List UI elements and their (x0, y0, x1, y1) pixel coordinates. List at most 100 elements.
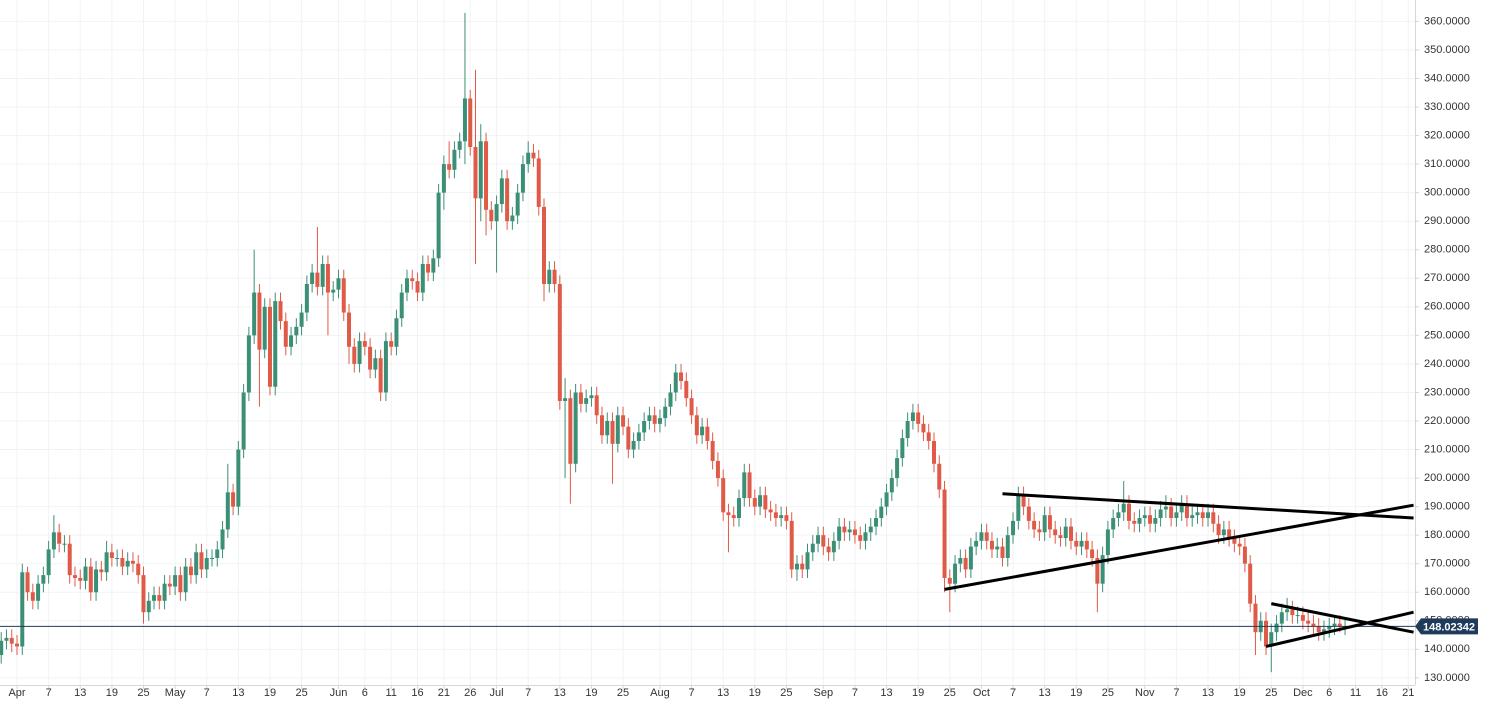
candle-body (383, 341, 388, 393)
candle-body (410, 278, 415, 282)
candle-body (484, 141, 489, 210)
candle-body (526, 152, 531, 165)
candle-body (125, 560, 130, 567)
candle-body (621, 415, 626, 427)
candle-body (1047, 515, 1052, 530)
candle-body (283, 321, 288, 347)
candle-body (1132, 520, 1137, 524)
candle-body (605, 420, 610, 436)
candle-body (953, 563, 958, 584)
candle-body (989, 540, 994, 550)
x-tick-label: 7 (1010, 687, 1016, 699)
candle-body (921, 423, 926, 433)
candle-body (847, 529, 852, 533)
candle-body (141, 575, 146, 613)
candle-body (589, 395, 594, 399)
candle-body (958, 557, 963, 564)
candle-body (1279, 612, 1284, 624)
candle-body (784, 515, 789, 521)
candle-body (62, 543, 67, 545)
candle-body (895, 458, 900, 479)
candle-body (9, 637, 14, 644)
candle-body (478, 141, 483, 199)
candle-body (578, 392, 583, 404)
candle-body (357, 341, 362, 364)
x-tick-label: Sep (814, 687, 834, 699)
candle-body (557, 283, 562, 402)
y-tick-label: 320.0000 (1424, 129, 1470, 141)
candle-body (805, 552, 810, 570)
candle-body (1285, 609, 1290, 613)
candle-body (821, 535, 826, 547)
candle-body (631, 440, 636, 450)
candle-body (78, 577, 83, 581)
candle-body (837, 526, 842, 541)
candle-body (1158, 509, 1163, 519)
candle-body (331, 289, 336, 293)
x-tick-label: 7 (525, 687, 531, 699)
last-price-label: 148.02342 (1423, 621, 1475, 633)
x-tick-label: 7 (204, 687, 210, 699)
candle-body (1216, 523, 1221, 536)
candle-body (183, 566, 188, 593)
candle-body (36, 583, 41, 601)
candle-body (199, 552, 204, 570)
candle-body (452, 149, 457, 170)
candle-body (51, 532, 56, 550)
candle-body (1037, 529, 1042, 533)
candle-body (373, 358, 378, 370)
candle-body (220, 529, 225, 550)
candle-body (679, 372, 684, 382)
candle-body (520, 164, 525, 193)
candle-body (1137, 518, 1142, 524)
x-tick-label: Dec (1293, 687, 1313, 699)
candle-body (810, 543, 815, 553)
candle-body (1295, 615, 1300, 617)
candle-body (315, 272, 320, 287)
candle-body (694, 415, 699, 436)
candle-body (1300, 615, 1305, 621)
candle-body (668, 392, 673, 407)
candle-body (1042, 515, 1047, 533)
candle-body (167, 583, 172, 587)
candle-body (188, 566, 193, 576)
candle-body (657, 418, 662, 424)
x-tick-label: 25 (944, 687, 956, 699)
candle-body (57, 532, 62, 544)
candle-body (152, 595, 157, 601)
y-tick-label: 220.0000 (1424, 415, 1470, 427)
candle-body (1126, 503, 1131, 521)
x-tick-label: 19 (264, 687, 276, 699)
candle-body (304, 283, 309, 313)
candle-body (1026, 506, 1031, 521)
x-tick-label: 13 (1039, 687, 1051, 699)
candle-body (1016, 495, 1021, 521)
candle-body (1005, 535, 1010, 558)
candle-body (1306, 620, 1311, 624)
candle-body (362, 341, 367, 347)
y-tick-label: 240.0000 (1424, 358, 1470, 370)
candle-body (1332, 623, 1337, 627)
x-tick-label: 16 (1376, 687, 1388, 699)
candle-body (1179, 503, 1184, 513)
candle-body (1232, 538, 1237, 544)
candle-body (4, 637, 9, 641)
candle-body (1105, 529, 1110, 556)
candle-body (1121, 503, 1126, 513)
candle-body (447, 164, 452, 170)
candle-body (1090, 549, 1095, 558)
axes: 130.0000140.0000150.0000160.0000170.0000… (8, 15, 1478, 699)
y-tick-label: 260.0000 (1424, 301, 1470, 313)
candle-body (215, 549, 220, 558)
candle-body (109, 552, 114, 558)
x-tick-label: 13 (554, 687, 566, 699)
candle-body (462, 98, 467, 142)
candle-body (1290, 609, 1295, 616)
candle-body (758, 495, 763, 507)
trend-line (1270, 602, 1414, 634)
candle-body (626, 426, 631, 450)
candle-body (826, 546, 831, 553)
candle-body (1316, 626, 1321, 633)
candle-body (120, 557, 125, 567)
candle-body (210, 557, 214, 559)
